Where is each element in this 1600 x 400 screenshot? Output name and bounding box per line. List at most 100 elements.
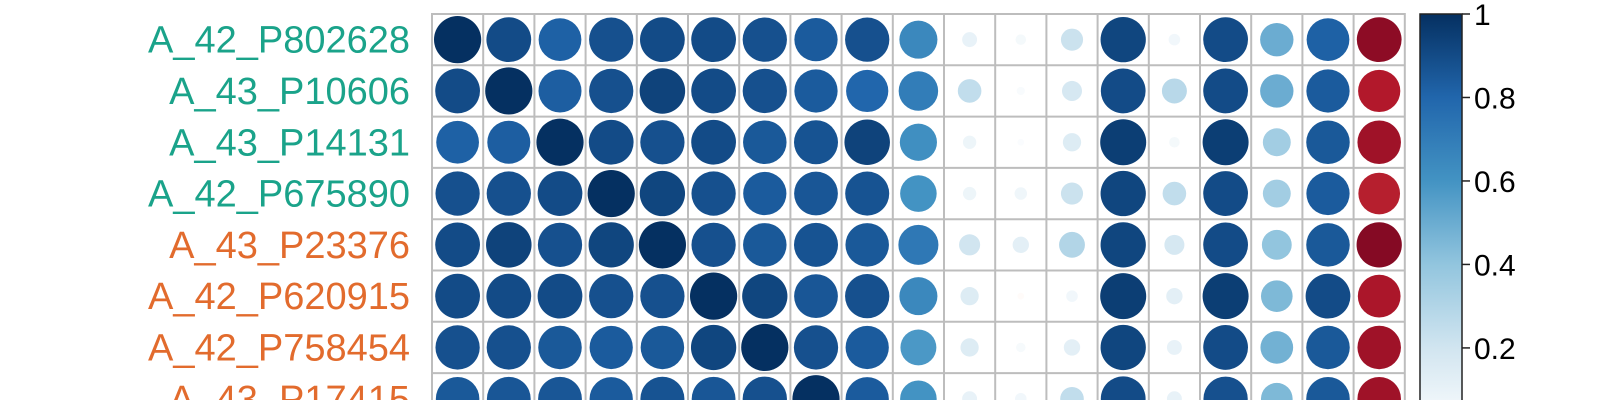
correlation-dot [537, 273, 583, 319]
correlation-dot [589, 274, 634, 319]
correlation-dot [1203, 222, 1248, 268]
correlation-dot [640, 120, 685, 165]
correlation-dots [434, 16, 1402, 400]
colorbar-tick-label: 0.8 [1474, 82, 1516, 115]
colorbar-tick-label: 0.6 [1474, 166, 1516, 199]
correlation-dot [486, 273, 532, 319]
correlation-dot [1261, 229, 1292, 260]
correlation-dot [538, 325, 582, 370]
correlation-dot [794, 274, 838, 319]
correlation-dot [638, 221, 687, 269]
correlation-dot [435, 68, 480, 114]
correlation-dot [793, 120, 839, 165]
correlation-dot [589, 325, 633, 370]
correlation-dot [537, 171, 583, 216]
correlation-dot [486, 376, 531, 400]
correlation-dot [1306, 120, 1350, 165]
correlation-dot [845, 325, 889, 370]
correlation-dot [691, 17, 736, 63]
correlation-dot [1306, 325, 1350, 370]
correlation-dot [1203, 376, 1248, 400]
row-label: A_43_P10606 [169, 71, 410, 113]
correlation-dot [640, 274, 685, 319]
correlation-dot [1306, 69, 1350, 113]
correlation-dot [741, 323, 789, 372]
correlation-dot [962, 32, 978, 48]
colorbar-bar [1419, 13, 1463, 400]
correlation-dot [1358, 69, 1401, 113]
correlation-dot [962, 186, 977, 201]
correlation-dot [742, 17, 787, 62]
correlation-dot [1262, 128, 1291, 157]
correlation-dot [1166, 339, 1182, 355]
correlation-dot [1358, 172, 1401, 215]
correlation-dot [1260, 22, 1294, 57]
correlation-dot [1063, 339, 1081, 356]
correlation-dot [1017, 292, 1025, 300]
row-label: A_42_P675890 [148, 174, 410, 216]
correlation-dot [1203, 17, 1248, 63]
correlation-dot [1260, 331, 1294, 364]
row-labels: A_42_P802628 A_43_P10606 A_43_P14131 A_42_P… [148, 20, 410, 400]
correlation-dot [640, 376, 685, 400]
colorbar-tick-label: 1 [1474, 0, 1491, 32]
correlation-dot [1100, 273, 1147, 320]
colorbar-tick-label: 0.2 [1474, 333, 1516, 366]
correlation-dot [538, 69, 582, 113]
correlation-dot [1014, 187, 1028, 200]
correlation-dot [962, 391, 978, 400]
correlation-dot [485, 67, 533, 115]
correlation-dot [1100, 324, 1146, 371]
correlation-dot [742, 273, 788, 319]
correlation-dot [435, 325, 480, 370]
row-label: A_43_P23376 [169, 225, 410, 267]
correlation-dot [1015, 392, 1027, 400]
correlation-dot [1012, 236, 1029, 254]
correlation-dot [486, 17, 532, 63]
correlation-dot [1016, 342, 1026, 353]
correlation-dot [899, 277, 938, 316]
correlation-dot [1357, 376, 1401, 400]
correlation-dot [1061, 80, 1083, 101]
correlation-dot [792, 375, 840, 400]
correlation-dot [1306, 171, 1350, 216]
correlation-dot [435, 222, 480, 268]
correlation-dot [1260, 382, 1293, 400]
correlation-dot [435, 376, 480, 400]
correlation-dot [1017, 138, 1025, 146]
correlation-dot [794, 69, 838, 113]
correlation-dot [589, 377, 633, 400]
correlation-dot [487, 120, 531, 164]
correlation-dot [538, 376, 582, 400]
row-label: A_42_P802628 [148, 20, 410, 62]
correlation-dot [743, 120, 787, 165]
row-label: A_42_P620915 [148, 276, 410, 318]
correlation-dot [1203, 325, 1248, 370]
correlation-dot [957, 79, 982, 103]
correlation-dot [1100, 170, 1146, 217]
correlation-dot [588, 119, 634, 165]
correlation-dot [436, 120, 479, 164]
correlation-dot [589, 17, 634, 62]
correlation-dot [486, 171, 531, 216]
correlation-dot [960, 287, 979, 306]
correlation-dot [1306, 223, 1350, 267]
correlation-dot [844, 119, 890, 166]
correlation-dot [589, 68, 634, 114]
correlation-dot [1060, 182, 1084, 205]
correlation-dot [743, 223, 787, 267]
correlation-dot [1016, 86, 1025, 96]
correlation-dot [899, 123, 937, 161]
correlation-dot [1306, 376, 1350, 400]
correlation-dot [962, 135, 977, 149]
correlation-dot [691, 222, 736, 267]
colorbar: 1 0.8 0.6 0.4 0.2 [1419, 0, 1516, 400]
correlation-dot [845, 377, 889, 400]
correlation-dot [1015, 34, 1027, 45]
correlation-dot [640, 325, 685, 370]
correlation-dot [1168, 33, 1181, 46]
correlation-dot [1357, 274, 1401, 318]
correlation-dot [1357, 325, 1401, 370]
correlation-dot [587, 169, 635, 218]
